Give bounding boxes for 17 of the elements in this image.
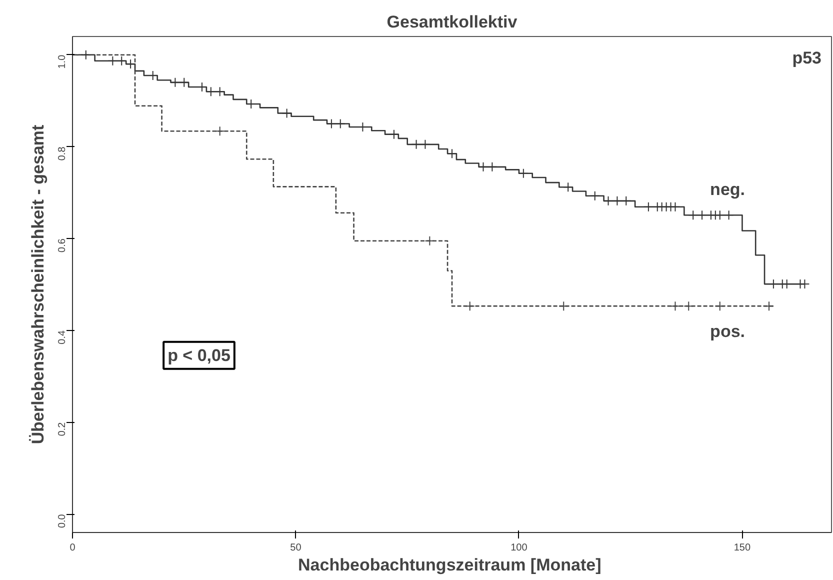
x-tick-label: 0 xyxy=(70,542,76,554)
chart-title: Gesamtkollektiv xyxy=(386,12,518,32)
y-tick-label: 0.6 xyxy=(57,238,68,252)
x-tick-label: 50 xyxy=(290,542,302,554)
y-tick-label: 0.4 xyxy=(57,330,68,344)
y-tick-label: 0.2 xyxy=(57,422,68,436)
x-axis-title: Nachbeobachtungszeitraum [Monate] xyxy=(298,556,602,574)
y-tick-label: 1.0 xyxy=(57,54,68,69)
y-tick-label: 0.0 xyxy=(57,514,68,528)
x-tick-label: 150 xyxy=(734,542,751,554)
x-tick-label: 100 xyxy=(510,542,528,554)
annotation: p < 0,05 xyxy=(168,346,230,365)
annotation: p53 xyxy=(792,48,822,68)
y-axis-title: Überlebenswahrscheinlichkeit - gesamt xyxy=(28,124,48,444)
y-tick-label: 0.8 xyxy=(57,146,68,161)
series-label: pos. xyxy=(710,322,746,342)
series-label: neg. xyxy=(710,180,746,200)
